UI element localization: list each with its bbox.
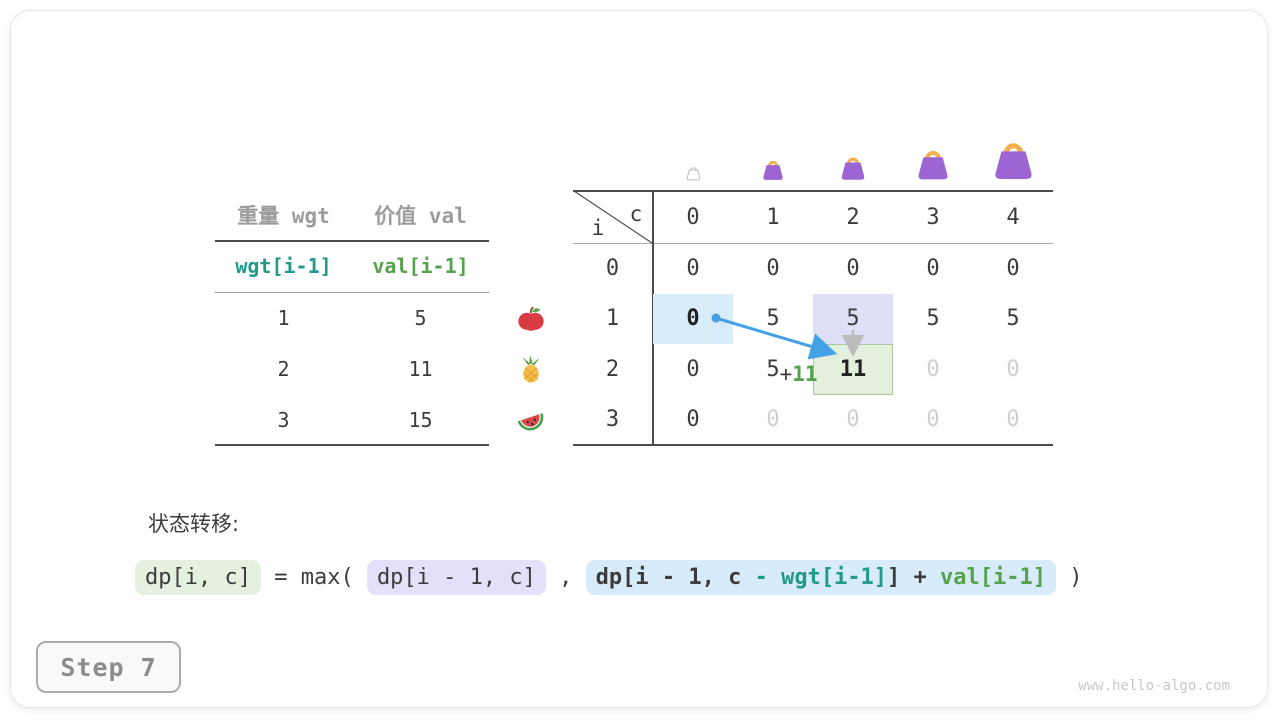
items-table-index-row: wgt[i-1] val[i-1] (215, 240, 489, 292)
dp-cell: 0 (926, 255, 940, 281)
dp-cell: 0 (1006, 356, 1020, 382)
apple-icon (516, 303, 546, 333)
item-value: 11 (408, 356, 433, 381)
site-url: www.hello-algo.com (1078, 678, 1230, 694)
dp-cell: 5 (766, 306, 780, 332)
item-weight: 1 (277, 305, 290, 330)
dp-cell: 0 (926, 407, 940, 433)
dp-cell: 5 (926, 306, 940, 332)
dp-col-header: 3 (926, 205, 940, 230)
dp-cell: 0 (766, 407, 780, 433)
item-value: 15 (408, 407, 433, 432)
item-weight: 2 (277, 356, 290, 381)
formula-arg2-segment: dp[i - 1, c (595, 565, 755, 590)
item-value: 5 (414, 305, 427, 330)
formula-arg2-segment: val[i-1] (940, 565, 1046, 590)
gain-value: 11 (792, 362, 818, 386)
formula-close-paren: ) (1056, 565, 1083, 590)
dp-cell: 0 (686, 356, 700, 382)
dp-cell: 0 (846, 407, 860, 433)
items-table: 重量 wgt 价值 val wgt[i-1] val[i-1] 1 5 2 11 3 15 (215, 190, 489, 446)
value-column-header: 价值 val (374, 204, 467, 228)
dp-cell: 0 (686, 407, 700, 433)
formula-comma: , (545, 565, 586, 590)
watermelon-icon (516, 405, 546, 435)
items-table-rows: 1 5 2 11 3 15 (215, 292, 489, 445)
plus-sign: + (779, 362, 793, 386)
items-table-rule-top (215, 240, 489, 242)
dp-col-header: 2 (846, 205, 860, 230)
dp-row-header: 1 (605, 306, 620, 332)
dp-rule-bottom (573, 444, 1053, 446)
transition-label: 状态转移: (148, 512, 240, 536)
wgt-index-label: wgt[i-1] (235, 254, 332, 278)
plus-gain-label: +11 (729, 338, 818, 410)
item-row: 3 15 (215, 394, 489, 445)
formula-arg2-box: dp[i - 1, c - wgt[i-1]] + val[i-1] (585, 560, 1056, 595)
dp-cell: 0 (926, 356, 940, 382)
dp-cell: 11 (813, 344, 893, 395)
dp-cell: 0 (1006, 407, 1020, 433)
dp-cell: 0 (1006, 255, 1020, 281)
dp-corner-i-label: i (591, 216, 605, 240)
dp-row-header: 3 (605, 407, 620, 433)
dp-row-header: 0 (605, 255, 620, 281)
dp-cell: 5 (1006, 306, 1020, 332)
transition-formula: dp[i, c] = max( dp[i - 1, c] , dp[i - 1,… (135, 560, 1083, 595)
bag-icon (991, 136, 1036, 185)
empty-bag-icon (685, 164, 702, 185)
formula-arg1-box: dp[i - 1, c] (366, 560, 546, 595)
dp-cell: 0 (846, 255, 860, 281)
dp-corner-c-label: c (629, 202, 643, 226)
items-table-rule-mid (215, 292, 489, 293)
dp-col-header: 1 (766, 205, 780, 230)
dp-rule-top (573, 190, 1053, 192)
weight-column-header: 重量 wgt (237, 204, 330, 228)
dp-rule-header (573, 243, 1053, 244)
bag-icon (761, 157, 785, 185)
step-badge-label: Step 7 (60, 652, 157, 682)
dp-cell: 0 (686, 255, 700, 281)
formula-arg2-segment: - wgt[i-1] (754, 565, 888, 590)
bag-icon (915, 145, 951, 185)
val-index-label: val[i-1] (372, 254, 469, 278)
dp-col-header: 0 (686, 205, 700, 230)
pineapple-icon (516, 354, 546, 384)
step-badge: Step 7 (36, 641, 181, 693)
formula-arg2-segment: ] + (887, 565, 941, 590)
formula-lhs-box: dp[i, c] (135, 560, 261, 595)
dp-corner-diagonal (573, 190, 653, 244)
items-table-header: 重量 wgt 价值 val (215, 190, 489, 240)
dp-cell: 5 (766, 356, 780, 382)
dp-col-header: 4 (1006, 205, 1020, 230)
dp-cell: 5 (813, 293, 893, 344)
item-weight: 3 (277, 407, 290, 432)
items-table-rule-bottom (215, 444, 489, 446)
item-row: 2 11 (215, 343, 489, 394)
bag-icon (839, 153, 867, 185)
dp-cell: 0 (766, 255, 780, 281)
dp-cell: 0 (653, 293, 733, 344)
dp-row-header: 2 (605, 356, 620, 382)
formula-equals-max: = max( (260, 565, 367, 590)
